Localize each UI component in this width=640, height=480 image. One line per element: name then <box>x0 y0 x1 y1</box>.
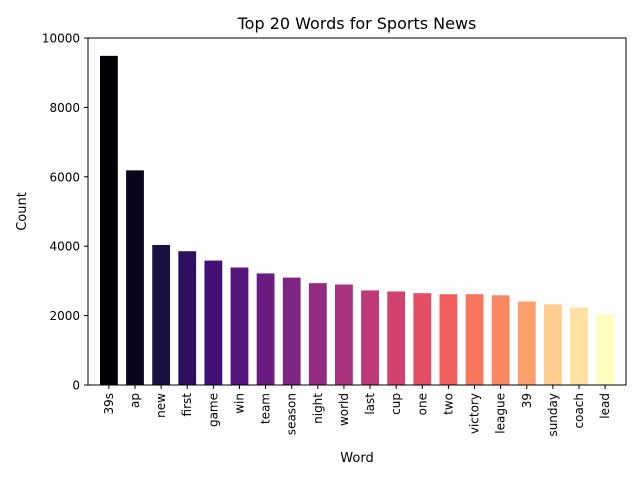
x-tick-label: season <box>285 393 299 435</box>
bar-victory <box>464 293 485 386</box>
bar-39s <box>98 54 119 386</box>
x-tick-label: night <box>311 393 325 424</box>
bar-night <box>307 282 328 386</box>
chart-title: Top 20 Words for Sports News <box>237 14 477 33</box>
x-tick-label: game <box>206 393 220 427</box>
y-tick-label: 2000 <box>49 309 80 323</box>
x-axis-label: Word <box>340 451 373 466</box>
bar-coach <box>569 306 589 386</box>
x-axis: 39s ap new first game win team season night world… <box>102 385 612 437</box>
bar-39 <box>516 300 537 386</box>
y-tick-label: 10000 <box>42 32 80 46</box>
y-tick-label: 4000 <box>49 240 80 254</box>
bar-lead <box>595 313 616 386</box>
y-tick-label: 8000 <box>49 101 80 115</box>
x-tick-label: win <box>232 393 246 414</box>
x-tick-label: ap <box>128 393 142 408</box>
x-tick-label: first <box>180 393 194 417</box>
bar-cup <box>386 290 407 386</box>
x-tick-label: 39s <box>102 393 116 415</box>
y-axis: 0 2000 4000 6000 8000 10000 <box>42 32 88 393</box>
x-tick-label: league <box>494 393 508 434</box>
x-tick-label: coach <box>572 393 586 429</box>
x-tick-label: lead <box>598 393 612 419</box>
x-tick-label: two <box>441 393 455 415</box>
x-tick-label: victory <box>468 393 482 434</box>
bar-two <box>438 293 459 386</box>
bar-one <box>412 292 433 386</box>
x-tick-label: cup <box>389 393 403 415</box>
x-tick-label: new <box>154 393 168 418</box>
bars-group <box>98 54 616 386</box>
bar-sunday <box>542 303 563 386</box>
x-tick-label: world <box>337 393 351 426</box>
bar-win <box>229 266 250 386</box>
bar-season <box>281 276 302 386</box>
y-axis-label: Count <box>15 192 30 231</box>
plot-frame <box>87 37 627 386</box>
x-tick-label: one <box>415 393 429 415</box>
bar-world <box>334 283 354 386</box>
x-tick-label: 39 <box>520 393 534 408</box>
y-tick-label: 6000 <box>49 170 80 184</box>
bar-new <box>151 243 172 386</box>
bar-last <box>360 289 380 386</box>
x-tick-label: team <box>259 393 273 424</box>
bar-ap <box>125 169 145 386</box>
bar-game <box>203 259 224 386</box>
x-tick-label: last <box>363 393 377 415</box>
bar-first <box>177 250 198 386</box>
y-tick-label: 0 <box>72 379 80 393</box>
x-tick-label: sunday <box>546 393 560 437</box>
bar-league <box>490 294 511 386</box>
bar-team <box>255 272 276 386</box>
